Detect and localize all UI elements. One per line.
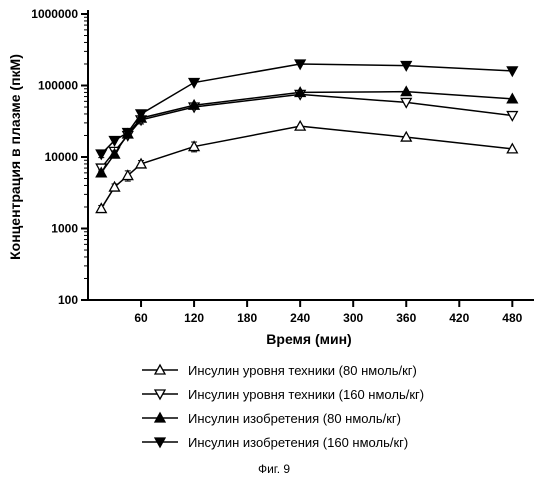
legend-marker-3 — [140, 432, 180, 452]
svg-text:1000: 1000 — [51, 222, 78, 236]
figure-9: { "chart": { "type": "line-scatter", "xl… — [0, 0, 548, 500]
pk-chart: 100 1000 10000 100000 1000000 60 120 180 240 300 3… — [0, 0, 548, 355]
figure-caption: Фиг. 9 — [0, 462, 548, 476]
svg-text:300: 300 — [343, 311, 363, 325]
svg-text:10000: 10000 — [45, 150, 79, 164]
svg-text:420: 420 — [449, 311, 469, 325]
svg-text:1000000: 1000000 — [31, 7, 78, 21]
svg-text:100000: 100000 — [38, 79, 78, 93]
svg-text:100: 100 — [58, 293, 78, 307]
legend-label: Инсулин изобретения (160 нмоль/кг) — [188, 435, 408, 450]
legend-marker-1 — [140, 384, 180, 404]
legend-item: Инсулин изобретения (80 нмоль/кг) — [140, 408, 424, 428]
legend-item: Инсулин уровня техники (160 нмоль/кг) — [140, 384, 424, 404]
svg-text:60: 60 — [134, 311, 148, 325]
svg-text:Концентрация в плазме (пкМ): Концентрация в плазме (пкМ) — [7, 54, 23, 260]
legend-item: Инсулин изобретения (160 нмоль/кг) — [140, 432, 424, 452]
legend-label: Инсулин уровня техники (160 нмоль/кг) — [188, 387, 424, 402]
legend: Инсулин уровня техники (80 нмоль/кг) Инс… — [140, 360, 424, 456]
legend-label: Инсулин уровня техники (80 нмоль/кг) — [188, 363, 417, 378]
legend-item: Инсулин уровня техники (80 нмоль/кг) — [140, 360, 424, 380]
legend-marker-2 — [140, 408, 180, 428]
svg-text:360: 360 — [396, 311, 416, 325]
svg-text:180: 180 — [237, 311, 257, 325]
svg-text:Время (мин): Время (мин) — [266, 331, 351, 347]
svg-text:240: 240 — [290, 311, 310, 325]
svg-text:480: 480 — [502, 311, 522, 325]
legend-marker-0 — [140, 360, 180, 380]
svg-text:120: 120 — [184, 311, 204, 325]
legend-label: Инсулин изобретения (80 нмоль/кг) — [188, 411, 401, 426]
